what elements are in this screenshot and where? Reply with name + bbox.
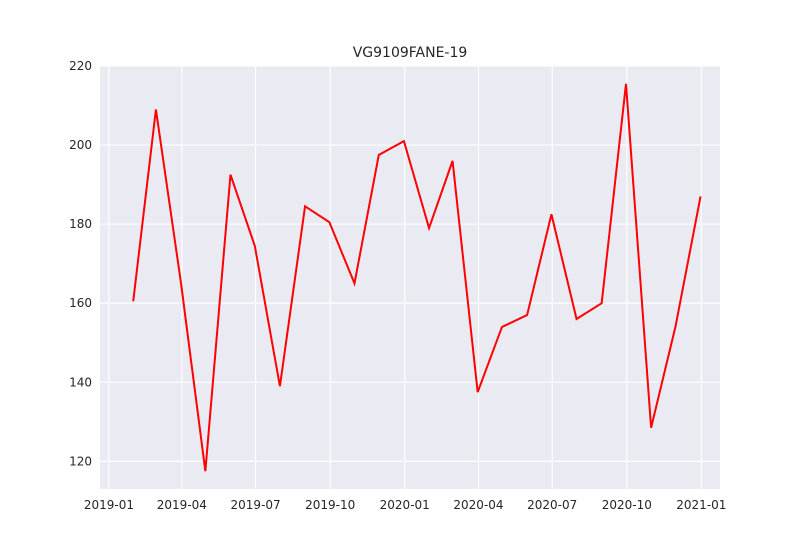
y-tick-label: 220 [69, 59, 92, 73]
x-tick-label: 2020-01 [380, 498, 430, 512]
series-layer [132, 83, 702, 472]
x-tick-label: 2020-10 [602, 498, 652, 512]
x-tick-label: 2019-07 [231, 498, 281, 512]
x-tick-label: 2020-07 [527, 498, 577, 512]
x-tick-label: 2019-04 [157, 498, 207, 512]
y-tick-label: 140 [69, 375, 92, 389]
chart-title: VG9109FANE-19 [353, 45, 468, 61]
x-tick-label: 2019-01 [84, 498, 134, 512]
y-tick-label: 120 [69, 454, 92, 468]
tick-labels: 2019-01 2019-04 2019-07 2019-10 2020-01 2020-… [69, 59, 726, 512]
plot-background [100, 66, 720, 489]
y-tick-label: 160 [69, 296, 92, 310]
y-tick-label: 180 [69, 217, 92, 231]
series-line [132, 83, 702, 472]
x-tick-label: 2021-01 [676, 498, 726, 512]
y-tick-label: 200 [69, 138, 92, 152]
grid-lines [100, 65, 720, 489]
x-tick-label: 2019-10 [305, 498, 355, 512]
x-tick-label: 2020-04 [453, 498, 503, 512]
